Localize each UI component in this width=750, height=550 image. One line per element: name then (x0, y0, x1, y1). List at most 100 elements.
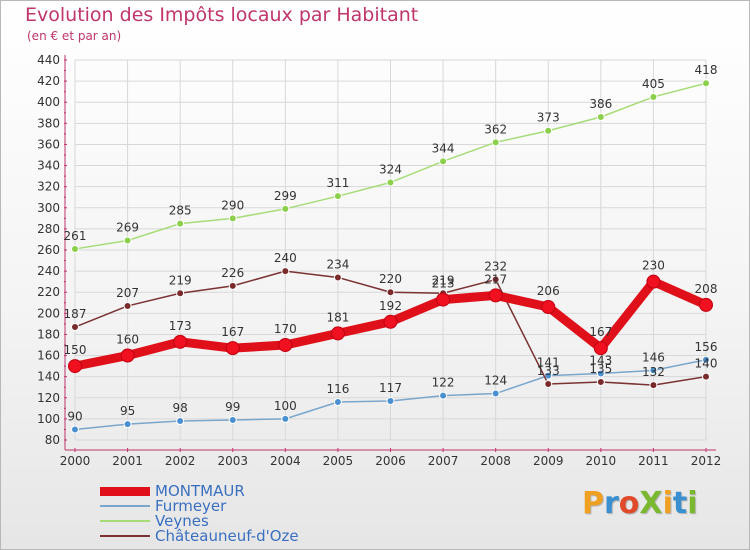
y-tick-label: 440 (37, 53, 60, 67)
logo-letter: i (662, 486, 673, 521)
data-point-ch-teauneuf-d-oze (228, 281, 237, 290)
data-point-montmaur (278, 338, 293, 352)
y-tick-label: 180 (37, 327, 60, 341)
y-tick-label: 420 (37, 74, 60, 88)
data-label-veynes: 324 (379, 162, 402, 176)
data-label-furmeyer: 90 (67, 409, 82, 423)
data-label-veynes: 299 (274, 189, 297, 203)
data-point-montmaur (173, 334, 188, 349)
data-label-veynes: 405 (642, 77, 665, 91)
data-label-montmaur: 167 (221, 325, 244, 339)
logo-letter: i (687, 486, 698, 521)
data-point-ch-teauneuf-d-oze (176, 289, 185, 298)
data-label-ch-teauneuf-d-oze: 220 (379, 272, 402, 286)
x-tick-label: 2002 (165, 454, 196, 468)
data-point-montmaur (330, 326, 345, 341)
data-point-ch-teauneuf-d-oze (386, 288, 395, 297)
data-label-ch-teauneuf-d-oze: 135 (589, 362, 612, 376)
data-label-furmeyer: 116 (326, 382, 349, 396)
data-label-montmaur: 213 (432, 277, 455, 291)
data-label-montmaur: 206 (537, 284, 560, 298)
data-label-ch-teauneuf-d-oze: 132 (642, 365, 665, 379)
y-tick-label: 120 (37, 391, 60, 405)
y-tick-label: 400 (37, 95, 60, 109)
y-tick-label: 220 (37, 285, 60, 299)
data-label-veynes: 386 (589, 97, 612, 111)
data-point-furmeyer (123, 420, 132, 429)
data-point-ch-teauneuf-d-oze (281, 267, 290, 276)
x-tick-label: 2012 (691, 454, 722, 468)
x-tick-label: 2010 (586, 454, 617, 468)
y-tick-label: 260 (37, 243, 60, 257)
data-label-ch-teauneuf-d-oze: 207 (116, 286, 139, 300)
data-label-furmeyer: 95 (120, 404, 135, 418)
y-tick-label: 380 (37, 116, 60, 130)
data-point-furmeyer (439, 391, 448, 400)
data-point-montmaur (541, 300, 556, 314)
data-point-montmaur (225, 341, 240, 356)
data-label-furmeyer: 141 (537, 356, 560, 370)
data-label-furmeyer: 98 (173, 401, 188, 415)
data-point-veynes (702, 79, 710, 88)
data-point-furmeyer (386, 396, 395, 405)
logo-letter: t (672, 486, 688, 521)
data-point-veynes (228, 214, 237, 223)
y-tick-label: 320 (37, 180, 60, 194)
x-tick-label: 2011 (638, 454, 669, 468)
legend-label: Châteauneuf-d'Oze (155, 527, 299, 545)
data-label-veynes: 290 (221, 198, 244, 212)
data-label-ch-teauneuf-d-oze: 234 (326, 257, 349, 271)
x-tick-label: 2004 (270, 454, 301, 468)
x-tick-label: 2000 (60, 454, 91, 468)
data-point-furmeyer (491, 389, 500, 398)
data-point-montmaur (488, 288, 503, 303)
data-label-montmaur: 170 (274, 322, 297, 336)
data-point-furmeyer (333, 398, 342, 406)
data-point-furmeyer (228, 415, 237, 424)
data-label-veynes: 261 (64, 229, 87, 243)
legend-label: MONTMAUR (155, 482, 245, 500)
data-point-ch-teauneuf-d-oze (649, 381, 658, 390)
x-tick-label: 2005 (323, 454, 354, 468)
y-tick-label: 240 (37, 264, 60, 278)
data-label-montmaur: 208 (695, 282, 718, 296)
legend-swatch (100, 505, 150, 507)
chart-title: Evolution des Impôts locaux par Habitant (25, 4, 419, 26)
data-label-veynes: 269 (116, 221, 139, 235)
data-point-veynes (596, 113, 605, 121)
data-point-veynes (649, 92, 658, 101)
data-point-ch-teauneuf-d-oze (491, 275, 500, 284)
data-label-ch-teauneuf-d-oze: 219 (169, 273, 192, 287)
legend-swatch (100, 535, 150, 537)
x-tick-label: 2009 (533, 454, 564, 468)
y-tick-label: 140 (37, 370, 60, 384)
legend-swatch (100, 487, 150, 496)
x-tick-label: 2006 (375, 454, 406, 468)
data-label-furmeyer: 146 (642, 350, 665, 364)
data-point-veynes (386, 178, 395, 187)
data-label-veynes: 344 (432, 141, 455, 155)
data-point-furmeyer (281, 414, 290, 423)
data-label-ch-teauneuf-d-oze: 140 (695, 357, 718, 371)
data-point-montmaur (68, 359, 82, 374)
data-point-montmaur (593, 341, 608, 356)
data-label-veynes: 285 (169, 204, 192, 218)
data-point-furmeyer (596, 369, 605, 378)
data-label-ch-teauneuf-d-oze: 133 (537, 364, 560, 378)
x-tick-label: 2001 (112, 454, 143, 468)
x-tick-label: 2007 (428, 454, 459, 468)
data-point-montmaur (120, 348, 135, 363)
data-label-montmaur: 173 (169, 319, 192, 333)
logo-letter: o (618, 486, 640, 521)
data-label-furmeyer: 122 (432, 376, 455, 390)
logo-letter: r (604, 486, 619, 521)
data-label-veynes: 418 (695, 63, 718, 77)
data-label-veynes: 362 (484, 122, 507, 136)
data-label-furmeyer: 143 (589, 354, 612, 368)
data-label-montmaur: 181 (326, 310, 349, 324)
data-point-montmaur (383, 314, 398, 329)
data-label-veynes: 311 (326, 176, 349, 190)
data-point-veynes (544, 126, 553, 135)
data-point-veynes (281, 204, 290, 213)
